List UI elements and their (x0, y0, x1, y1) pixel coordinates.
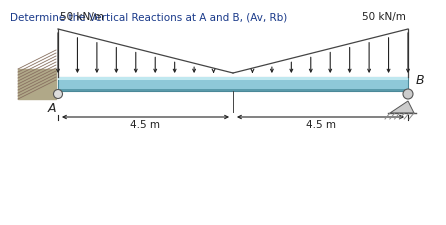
Text: B: B (416, 73, 425, 86)
Text: A: A (48, 101, 56, 115)
Bar (58, 89, 408, 92)
Circle shape (54, 90, 62, 99)
Text: 50 kN/m: 50 kN/m (60, 12, 104, 22)
Text: 4.5 m: 4.5 m (131, 119, 161, 129)
Text: Determine the Vertical Reactions at A and B, (Av, Rb): Determine the Vertical Reactions at A an… (10, 12, 287, 22)
Bar (58, 78, 408, 92)
Circle shape (403, 90, 413, 99)
Bar (18, 70, 56, 99)
Text: 50 kN/m: 50 kN/m (362, 12, 406, 22)
Text: 4.5 m: 4.5 m (306, 119, 335, 129)
Polygon shape (390, 101, 414, 113)
Bar (58, 78, 408, 81)
